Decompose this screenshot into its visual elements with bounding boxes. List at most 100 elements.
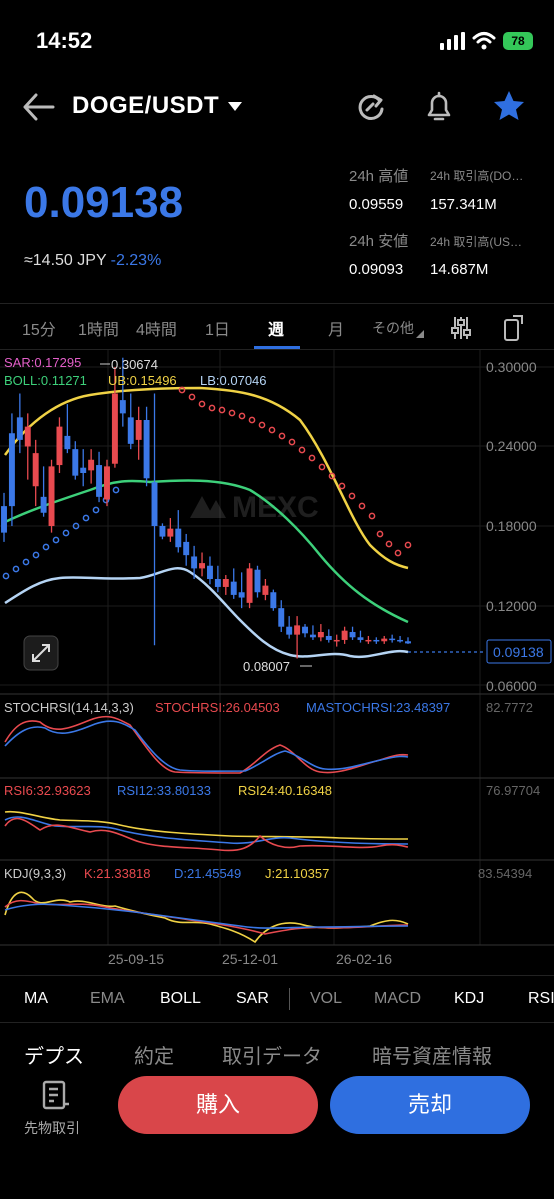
rsi12-line bbox=[4, 816, 409, 845]
y-tick: 0.18000 bbox=[486, 518, 537, 534]
tab-depth[interactable]: デプス bbox=[24, 1046, 84, 1068]
candle-body bbox=[373, 639, 380, 642]
refresh-icon[interactable] bbox=[356, 92, 386, 122]
candle-body bbox=[8, 433, 15, 507]
candle-body bbox=[72, 449, 79, 476]
y-tick: 0.24000 bbox=[486, 438, 537, 454]
sar-dot bbox=[188, 393, 196, 401]
kdj-label: KDJ(9,3,3) bbox=[4, 866, 66, 881]
stochrsi-k-label: STOCHRSI:26.04503 bbox=[155, 700, 280, 715]
divider bbox=[0, 349, 554, 350]
tab-1d[interactable]: 1日 bbox=[205, 322, 230, 339]
low-marker: 0.08007 bbox=[243, 659, 290, 674]
candle-body bbox=[24, 426, 31, 447]
candle-body bbox=[302, 626, 308, 634]
sar-dot bbox=[198, 400, 206, 408]
candle-body bbox=[246, 568, 253, 603]
candle-body bbox=[317, 632, 324, 638]
high-marker: 0.30674 bbox=[111, 357, 158, 372]
candle-body bbox=[143, 420, 150, 479]
candle-body bbox=[389, 638, 396, 641]
vol-quote-value: 14.687M bbox=[430, 261, 489, 278]
candle-body bbox=[254, 569, 261, 593]
favorite-star-icon[interactable] bbox=[492, 90, 526, 122]
candle-body bbox=[1, 506, 7, 533]
screen-rotate-icon[interactable] bbox=[500, 314, 526, 342]
sar-dot bbox=[178, 386, 186, 394]
fullscreen-expand-icon[interactable] bbox=[23, 635, 59, 671]
boll-upper-line bbox=[3, 386, 409, 570]
high-label: 24h 高値 bbox=[349, 168, 409, 185]
candle-body bbox=[405, 641, 411, 644]
y-tick: 0.30000 bbox=[486, 359, 537, 375]
change-percent: -2.23% bbox=[110, 252, 162, 269]
indicator-tab-rsi[interactable]: RSI bbox=[528, 990, 554, 1007]
rsi6-label: RSI6:32.93623 bbox=[4, 783, 91, 798]
kline-chart[interactable]: MEXC 0.30000 0.24000 0.18000 0.12000 0.0… bbox=[0, 350, 554, 975]
active-tab-indicator bbox=[254, 346, 300, 349]
indicator-tab-boll[interactable]: BOLL bbox=[160, 990, 201, 1007]
sar-dot bbox=[394, 549, 402, 557]
indicator-tab-sar[interactable]: SAR bbox=[236, 990, 269, 1007]
sar-dot bbox=[368, 512, 376, 520]
candle-body bbox=[167, 528, 174, 537]
kdj-max: 83.54394 bbox=[478, 866, 532, 881]
tab-4h[interactable]: 4時間 bbox=[136, 322, 177, 339]
sar-dot bbox=[112, 486, 120, 494]
futures-icon[interactable] bbox=[42, 1080, 70, 1110]
sar-dot bbox=[328, 472, 336, 480]
rsi24-label: RSI24:40.16348 bbox=[238, 783, 332, 798]
sar-dot bbox=[62, 529, 70, 537]
sar-dot bbox=[92, 506, 100, 514]
candle-body bbox=[96, 465, 103, 497]
sar-dot bbox=[22, 558, 30, 566]
fiat-price: ≈14.50 JPY -2.23% bbox=[24, 252, 161, 270]
indicator-tab-ema[interactable]: EMA bbox=[90, 990, 125, 1007]
chevron-down-icon[interactable] bbox=[227, 100, 243, 112]
tab-monthly[interactable]: 月 bbox=[328, 322, 345, 339]
sar-dot bbox=[348, 492, 356, 500]
lb-label: LB:0.07046 bbox=[200, 373, 267, 388]
indicator-tab-vol[interactable]: VOL bbox=[310, 990, 343, 1007]
tab-trades[interactable]: 約定 bbox=[134, 1046, 174, 1068]
kdj-k-label: K:21.33818 bbox=[84, 866, 151, 881]
y-tick: 0.06000 bbox=[486, 678, 537, 694]
tab-15m[interactable]: 15分 bbox=[22, 322, 56, 339]
candle-body bbox=[104, 466, 110, 500]
tab-trade-data[interactable]: 取引データ bbox=[222, 1046, 322, 1068]
candle-body bbox=[325, 635, 332, 640]
buy-button[interactable]: 購入 bbox=[118, 1076, 318, 1134]
bell-icon[interactable] bbox=[424, 90, 454, 124]
sar-dot bbox=[278, 432, 286, 440]
x-tick: 25-09-15 bbox=[108, 951, 164, 967]
sar-dot bbox=[318, 463, 326, 471]
sell-button[interactable]: 売却 bbox=[330, 1076, 530, 1134]
pair-title[interactable]: DOGE/USDT bbox=[72, 92, 220, 119]
tab-weekly[interactable]: 週 bbox=[268, 322, 285, 339]
sar-dot bbox=[358, 502, 366, 510]
sar-dot bbox=[268, 426, 276, 434]
tab-1h[interactable]: 1時間 bbox=[78, 322, 119, 339]
vol-base-label: 24h 取引高(DO… bbox=[430, 169, 524, 183]
x-tick: 26-02-16 bbox=[336, 951, 392, 967]
divider bbox=[0, 975, 554, 976]
indicator-tab-ma[interactable]: MA bbox=[24, 990, 48, 1007]
stochrsi-d-line bbox=[4, 720, 409, 773]
sar-label: SAR:0.17295 bbox=[4, 355, 81, 370]
back-arrow-icon[interactable] bbox=[22, 93, 56, 121]
more-corner-icon bbox=[416, 330, 424, 338]
tab-crypto-info[interactable]: 暗号資産情報 bbox=[372, 1046, 492, 1068]
last-price-tag-text: 0.09138 bbox=[493, 644, 544, 660]
indicator-tab-kdj[interactable]: KDJ bbox=[454, 990, 485, 1007]
candle-body bbox=[222, 579, 229, 587]
indicator-tab-macd[interactable]: MACD bbox=[374, 990, 422, 1007]
chart-grid bbox=[0, 350, 554, 945]
candle-body bbox=[349, 632, 356, 638]
divider bbox=[0, 1022, 554, 1023]
futures-label[interactable]: 先物取引 bbox=[24, 1120, 80, 1136]
last-price: 0.09138 bbox=[24, 178, 184, 227]
indicator-settings-icon[interactable] bbox=[450, 315, 472, 341]
sar-dot bbox=[218, 406, 226, 414]
sar-dot bbox=[404, 541, 412, 549]
tab-more[interactable]: その他 bbox=[372, 320, 414, 336]
